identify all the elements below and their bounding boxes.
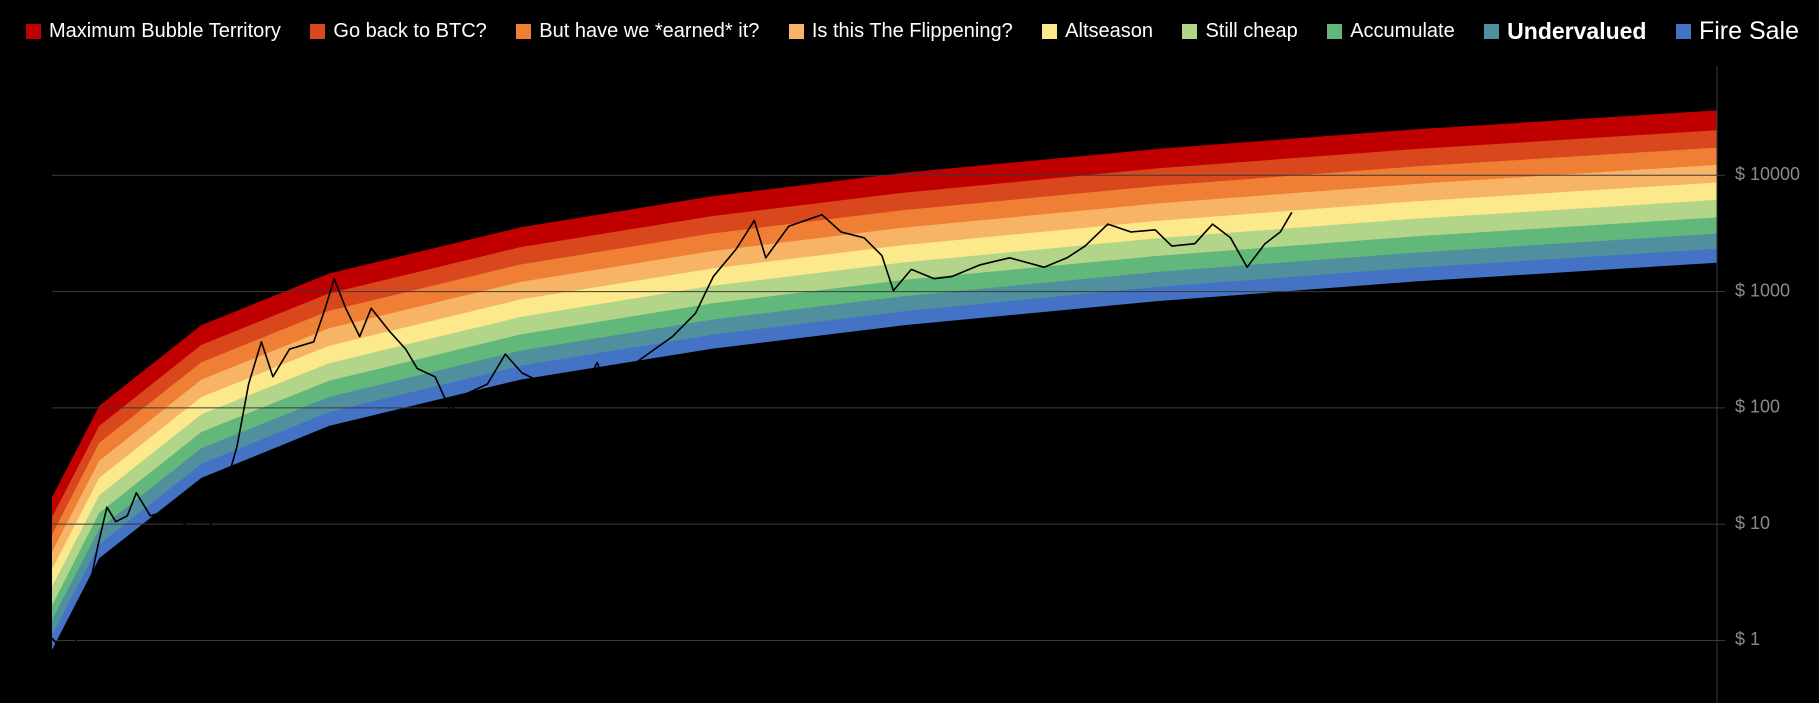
legend-label: Still cheap bbox=[1205, 19, 1298, 42]
legend-swatch bbox=[788, 23, 804, 39]
legend-label: Maximum Bubble Territory bbox=[49, 19, 281, 42]
legend-item[interactable]: Maximum Bubble Territory bbox=[26, 20, 281, 43]
legend-swatch bbox=[1327, 23, 1343, 39]
legend-label: Accumulate bbox=[1350, 19, 1455, 42]
legend-label: Go back to BTC? bbox=[333, 19, 487, 42]
legend-label: Fire Sale bbox=[1698, 16, 1799, 45]
y-tick-label: $ 10 bbox=[1735, 513, 1770, 533]
price-line bbox=[52, 211, 1293, 654]
band-floor bbox=[52, 262, 1717, 703]
y-tick-label: $ 100 bbox=[1735, 397, 1780, 417]
legend-item[interactable]: Undervalued bbox=[1484, 18, 1646, 45]
bands bbox=[52, 110, 1717, 703]
legend-swatch bbox=[1484, 23, 1500, 39]
y-tick-label: $ 1000 bbox=[1735, 280, 1790, 300]
legend-label: But have we *earned* it? bbox=[539, 19, 760, 42]
y-tick-label: $ 1 bbox=[1735, 629, 1760, 649]
legend-label: Undervalued bbox=[1507, 17, 1647, 44]
legend-item[interactable]: Go back to BTC? bbox=[310, 19, 487, 43]
legend-item[interactable]: But have we *earned* it? bbox=[516, 20, 759, 43]
legend-item[interactable]: Accumulate bbox=[1327, 20, 1455, 43]
legend-swatch bbox=[1182, 23, 1198, 39]
legend-swatch bbox=[310, 23, 326, 39]
legend-label: Altseason bbox=[1065, 19, 1154, 42]
legend-swatch bbox=[1675, 23, 1691, 39]
legend-swatch bbox=[516, 23, 532, 39]
legend-item[interactable]: Fire Sale bbox=[1675, 16, 1799, 46]
legend: Maximum Bubble Territory Go back to BTC? B… bbox=[0, 14, 1819, 48]
legend-swatch bbox=[26, 23, 41, 39]
legend-item[interactable]: Is this The Flippening? bbox=[788, 19, 1013, 43]
price-layer bbox=[52, 211, 1293, 654]
y-tick-label: $ 10000 bbox=[1735, 164, 1800, 184]
legend-item[interactable]: Altseason bbox=[1042, 20, 1153, 43]
legend-label: Is this The Flippening? bbox=[811, 19, 1013, 42]
legend-swatch bbox=[1042, 23, 1058, 39]
y-axis: $ 1 $ 10 $ 100 $ 1000 $ 10000 bbox=[1716, 66, 1800, 703]
legend-item[interactable]: Still cheap bbox=[1182, 19, 1298, 43]
